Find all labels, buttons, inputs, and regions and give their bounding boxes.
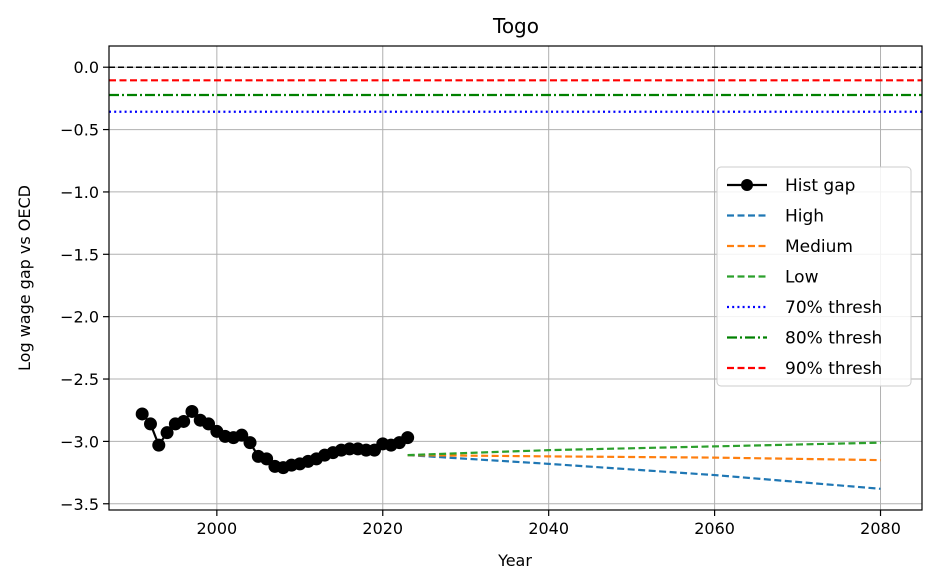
data-point bbox=[152, 438, 166, 452]
data-point bbox=[243, 436, 257, 450]
x-tick-label: 2040 bbox=[528, 519, 569, 538]
legend-label-90-thresh: 90% thresh bbox=[785, 359, 882, 379]
legend-label-low: Low bbox=[785, 268, 819, 288]
series-line-low bbox=[407, 441, 881, 457]
chart-title: Togo bbox=[492, 14, 539, 38]
x-tick-label: 2080 bbox=[860, 519, 901, 538]
axes-frame bbox=[108, 45, 923, 511]
data-point bbox=[177, 414, 191, 428]
plot-area bbox=[109, 66, 922, 490]
legend-label-70-thresh: 70% thresh bbox=[785, 298, 882, 318]
x-tick-label: 2020 bbox=[362, 519, 403, 538]
legend-label-medium: Medium bbox=[785, 237, 853, 257]
data-point bbox=[160, 426, 174, 440]
legend-label-high: High bbox=[785, 207, 824, 227]
data-point bbox=[235, 428, 249, 442]
x-axis-title: Year bbox=[497, 551, 532, 570]
series-line-medium bbox=[407, 454, 881, 462]
data-point bbox=[202, 417, 216, 431]
legend-box bbox=[716, 166, 912, 387]
data-point bbox=[185, 404, 199, 418]
data-point bbox=[135, 407, 149, 421]
y-tick-label: −1.0 bbox=[60, 183, 99, 202]
legend-label-80-thresh: 80% thresh bbox=[785, 329, 882, 349]
legend: Hist gap High Medium Low 70% thresh 80% thres… bbox=[716, 166, 912, 387]
data-point bbox=[260, 452, 274, 466]
y-tick-label: −3.0 bbox=[60, 432, 99, 451]
x-tick-label: 2000 bbox=[196, 519, 237, 538]
y-tick-label: −2.0 bbox=[60, 308, 99, 327]
legend-marker-hist-gap bbox=[741, 179, 753, 191]
y-tick-label: −1.5 bbox=[60, 245, 99, 264]
y-tick-label: −0.5 bbox=[60, 121, 99, 140]
data-point bbox=[401, 431, 415, 445]
legend-label-hist-gap: Hist gap bbox=[785, 176, 855, 196]
y-tick-label: −3.5 bbox=[60, 495, 99, 514]
data-point bbox=[143, 417, 157, 431]
series-line-high bbox=[407, 454, 881, 490]
y-axis-title: Log wage gap vs OECD bbox=[15, 185, 34, 371]
y-tick-label: −2.5 bbox=[60, 370, 99, 389]
axes: 2000 2020 2040 2060 2080 0.0 −0.5 −1.0 −1.5 −2.0 −… bbox=[60, 45, 923, 538]
y-tick-label: 0.0 bbox=[74, 58, 99, 77]
x-tick-label: 2060 bbox=[694, 519, 735, 538]
